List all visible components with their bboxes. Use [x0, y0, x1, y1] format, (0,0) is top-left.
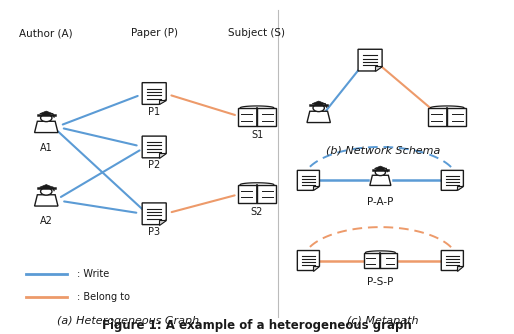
- Polygon shape: [456, 186, 464, 190]
- Polygon shape: [34, 121, 58, 133]
- Polygon shape: [40, 111, 53, 115]
- Text: P-S-P: P-S-P: [367, 277, 394, 287]
- Polygon shape: [441, 170, 464, 190]
- Polygon shape: [313, 186, 320, 190]
- Text: P3: P3: [148, 227, 160, 237]
- Polygon shape: [40, 185, 53, 188]
- Circle shape: [41, 114, 52, 122]
- Text: S2: S2: [251, 207, 263, 217]
- Polygon shape: [142, 203, 166, 224]
- Text: Subject (S): Subject (S): [229, 28, 285, 38]
- Polygon shape: [456, 266, 464, 271]
- Text: : Belong to: : Belong to: [77, 292, 130, 302]
- Text: P1: P1: [148, 107, 160, 117]
- Text: (c) Metapath: (c) Metapath: [347, 316, 419, 326]
- Polygon shape: [142, 136, 166, 158]
- Text: (a) Heterogeneous Graph: (a) Heterogeneous Graph: [58, 316, 199, 326]
- Polygon shape: [238, 185, 257, 203]
- Text: : Write: : Write: [77, 269, 109, 279]
- Text: Author (A): Author (A): [20, 28, 73, 38]
- Circle shape: [375, 169, 386, 176]
- Polygon shape: [159, 220, 166, 224]
- Polygon shape: [159, 153, 166, 158]
- Polygon shape: [447, 108, 466, 126]
- Circle shape: [41, 188, 52, 195]
- Text: P-A-P: P-A-P: [367, 197, 394, 207]
- Polygon shape: [297, 170, 320, 190]
- Text: A1: A1: [40, 143, 52, 153]
- Text: P2: P2: [148, 160, 160, 170]
- Text: (b) Network Schema: (b) Network Schema: [326, 145, 440, 155]
- Polygon shape: [312, 101, 325, 105]
- Text: Paper (P): Paper (P): [131, 28, 178, 38]
- Polygon shape: [297, 250, 320, 271]
- Polygon shape: [364, 253, 380, 269]
- Polygon shape: [380, 253, 397, 269]
- Polygon shape: [257, 185, 276, 203]
- Circle shape: [313, 104, 324, 112]
- Text: Figure 1: A example of a heterogeneous graph: Figure 1: A example of a heterogeneous g…: [102, 319, 412, 332]
- Text: S1: S1: [251, 130, 263, 140]
- Polygon shape: [313, 266, 320, 271]
- Polygon shape: [34, 195, 58, 206]
- Polygon shape: [238, 108, 257, 126]
- Text: A2: A2: [40, 216, 53, 226]
- Polygon shape: [159, 100, 166, 104]
- Polygon shape: [257, 108, 276, 126]
- Polygon shape: [441, 250, 464, 271]
- Polygon shape: [429, 108, 447, 126]
- Polygon shape: [307, 111, 331, 123]
- Polygon shape: [370, 175, 391, 185]
- Polygon shape: [142, 83, 166, 104]
- Polygon shape: [358, 49, 382, 71]
- Polygon shape: [375, 166, 386, 170]
- Polygon shape: [375, 66, 382, 71]
